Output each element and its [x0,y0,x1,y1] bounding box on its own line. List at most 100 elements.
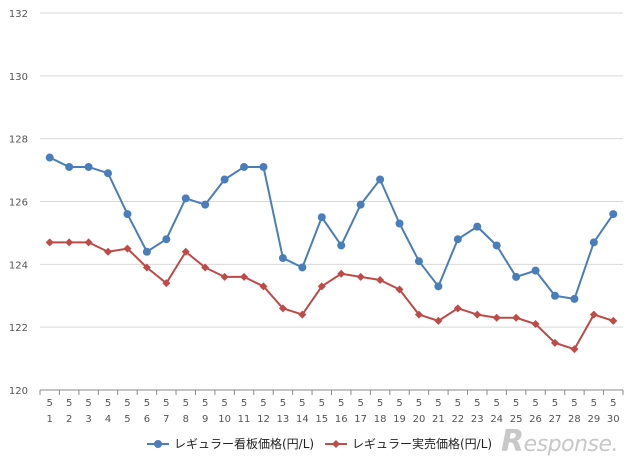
series-1-point [181,194,190,203]
series-1-point [162,235,171,244]
x-tick-month: 5 [455,398,461,409]
chart-gridlines [40,12,623,328]
watermark-rest: esponse. [523,432,619,457]
series-1-point [609,210,618,219]
series-2-point [162,279,171,288]
legend: レギュラー看板価格(円/L) レギュラー実売価格(円/L) [147,436,492,451]
series-2-point [181,247,190,256]
series-2-point [240,272,249,281]
series-2-point [84,238,93,247]
x-tick-day: 19 [393,414,406,425]
x-tick-month: 5 [357,398,363,409]
series-2-point [142,263,151,272]
x-tick-month: 5 [493,398,499,409]
x-tick-month: 5 [85,398,91,409]
series-2-point [278,304,287,313]
x-tick-day: 9 [202,414,208,425]
x-tick-month: 5 [319,398,325,409]
series-1-point [356,200,365,209]
series-2-point [65,238,74,247]
series-1-point [589,238,598,247]
series-2-point [356,272,365,281]
y-tick-label: 130 [9,72,28,83]
series-1-point [298,263,307,272]
x-tick-month: 5 [474,398,480,409]
x-tick-month: 5 [66,398,72,409]
x-tick-month: 5 [610,398,616,409]
x-tick-day: 17 [354,414,367,425]
series-1-point [531,266,540,275]
x-tick-month: 5 [416,398,422,409]
x-tick-month: 5 [183,398,189,409]
series-1-point [376,175,385,184]
x-tick-month: 5 [591,398,597,409]
series-2-point [589,310,598,319]
x-tick-month: 5 [105,398,111,409]
x-tick-month: 5 [571,398,577,409]
x-tick-day: 29 [587,414,600,425]
y-tick-label: 132 [9,9,28,20]
y-tick-label: 122 [9,323,28,334]
x-tick-day: 24 [490,414,503,425]
legend-label: レギュラー看板価格(円/L) [174,436,314,451]
series-2-point [570,345,579,354]
x-tick-day: 16 [335,414,348,425]
x-tick-day: 27 [549,414,562,425]
x-tick-month: 5 [435,398,441,409]
series-1-point [492,241,501,250]
legend-marker [332,440,340,448]
y-tick-label: 120 [9,386,28,397]
series-1-line [49,156,615,300]
legend-label: レギュラー実売価格(円/L) [352,436,492,451]
x-tick-day: 7 [163,414,169,425]
series-1-point [414,257,423,266]
series-1-point [317,213,326,222]
x-tick-month: 5 [47,398,53,409]
x-tick-day: 12 [257,414,270,425]
x-tick-month: 5 [124,398,130,409]
y-tick-label: 128 [9,135,28,146]
series-1-point [570,294,579,303]
series-2-point [531,320,540,329]
x-tick-month: 5 [377,398,383,409]
series-2-point [337,269,346,278]
x-tick-day: 15 [315,414,328,425]
series-1-point [220,175,229,184]
x-tick-month: 5 [221,398,227,409]
series-2-point [414,310,423,319]
series-2-point [259,282,268,291]
series-1-point [278,254,287,263]
series-2-point [123,244,132,253]
legend-marker [154,440,162,448]
x-tick-day: 5 [124,414,130,425]
series-1-point [512,272,521,281]
x-tick-day: 8 [183,414,189,425]
x-tick-month: 5 [260,398,266,409]
series-2-point [550,338,559,347]
x-tick-month: 5 [144,398,150,409]
series-1-point [84,162,93,171]
series-2-point [298,310,307,319]
series-2-point [434,316,443,325]
x-axis-ticks: 5152535455565758595105115125135145155165… [39,390,624,425]
watermark-logo: Response. [501,424,618,459]
x-tick-month: 5 [513,398,519,409]
x-tick-day: 2 [66,414,72,425]
x-tick-day: 1 [47,414,53,425]
x-tick-day: 25 [510,414,523,425]
x-tick-day: 13 [277,414,290,425]
x-tick-month: 5 [396,398,402,409]
series-1-point [337,241,346,250]
x-tick-day: 28 [568,414,581,425]
x-tick-day: 10 [218,414,231,425]
watermark-r: R [501,424,524,459]
x-tick-day: 18 [374,414,387,425]
series-1-point [65,162,74,171]
series-2-line [49,241,614,351]
series-2 [45,238,618,354]
series-1-point [453,235,462,244]
x-tick-month: 5 [532,398,538,409]
x-tick-month: 5 [552,398,558,409]
series-1-point [201,200,210,209]
x-tick-month: 5 [202,398,208,409]
